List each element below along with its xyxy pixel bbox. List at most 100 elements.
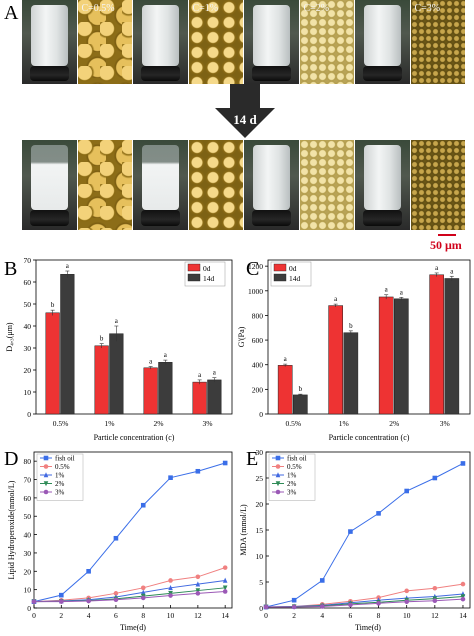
x-tick-label: 2 — [292, 611, 296, 620]
day0-micrograph-7: C=3% — [410, 0, 466, 84]
y-tick-label: 20 — [24, 366, 32, 375]
marker-square — [86, 568, 91, 574]
x-tick-label: 14 — [221, 611, 229, 620]
plot-frame — [267, 259, 471, 415]
marker-square — [319, 578, 325, 583]
x-tick-label: 3% — [203, 419, 213, 428]
series-line-3% — [266, 598, 463, 608]
vial-glass — [363, 145, 401, 211]
marker-circle — [376, 601, 381, 606]
arrow-shaft — [230, 84, 260, 110]
y-tick-label: 0 — [27, 604, 31, 613]
legend-label: 0d — [203, 264, 211, 273]
marker-square — [275, 455, 281, 461]
panel-label-b: B — [4, 258, 18, 280]
marker-circle — [432, 585, 438, 591]
marker-circle — [86, 598, 91, 604]
legend-label: 0d — [289, 264, 297, 273]
panel-label-e: E — [246, 448, 259, 470]
marker-circle — [43, 464, 49, 469]
concentration-label: C=2% — [303, 3, 330, 14]
marker-circle — [404, 599, 409, 605]
legend-label: 2% — [287, 480, 297, 488]
marker-circle — [222, 589, 228, 594]
x-tick-label: 2% — [389, 419, 399, 428]
y-tick-label: 800 — [252, 311, 264, 320]
y-tick-label: 80 — [24, 457, 32, 466]
bar-14d — [158, 362, 173, 415]
significance-letter: a — [400, 288, 404, 296]
x-tick-label: 0 — [32, 611, 36, 620]
legend-label: 3% — [287, 489, 297, 497]
significance-letter: a — [385, 286, 389, 294]
marker-square — [113, 535, 119, 541]
significance-letter: a — [435, 264, 439, 272]
y-tick-label: 30 — [256, 448, 264, 457]
legend-label: 1% — [287, 472, 297, 480]
bar-0d — [429, 274, 445, 415]
scale-bar — [438, 234, 456, 236]
y-tick-label: 30 — [24, 344, 32, 353]
day14-vial-photo-4 — [244, 140, 300, 230]
legend-swatch — [187, 263, 201, 272]
day14-vial-photo-2 — [133, 140, 189, 230]
vial-cap — [140, 210, 180, 227]
vial-cap — [140, 65, 180, 81]
legend-label: 0.5% — [55, 463, 70, 471]
vial-cap — [251, 210, 291, 227]
vial-cap — [29, 65, 69, 81]
vial-glass — [252, 145, 290, 211]
y-tick-label: 20 — [24, 567, 32, 576]
marker-triangle — [275, 472, 281, 478]
x-tick-label: 6 — [114, 611, 118, 620]
y-tick-label: 10 — [256, 552, 264, 561]
chart-d: 0 10 20 30 40 50 60 70 80 0 2 4 6 8 10 12 14 Time(d) Lipid… — [7, 451, 233, 632]
legend-swatch — [273, 263, 287, 272]
bar-0d — [45, 312, 60, 415]
x-tick-label: 0.5% — [285, 419, 301, 428]
marker-circle — [460, 581, 466, 587]
series-line-0.5% — [33, 567, 226, 603]
legend-label: 3% — [55, 489, 65, 497]
x-tick-label: 2 — [59, 611, 63, 620]
marker-circle — [275, 464, 281, 469]
marker-square — [348, 529, 353, 534]
concentration-label: C=3% — [414, 3, 441, 14]
marker-circle — [59, 599, 64, 604]
y-tick-label: 15 — [256, 526, 264, 535]
vial-cap — [362, 65, 402, 81]
marker-circle — [195, 591, 201, 596]
marker-triangle — [222, 577, 228, 583]
day0-vial-photo-2 — [133, 0, 189, 84]
legend-label: 1% — [55, 472, 65, 480]
panel-label-d: D — [4, 448, 19, 470]
arrow-head — [215, 108, 275, 138]
vial-glass — [30, 5, 68, 66]
marker-circle — [263, 604, 269, 610]
x-tick-label: 8 — [141, 611, 145, 620]
bar-0d — [192, 381, 207, 415]
vial-glass — [30, 145, 68, 211]
bar-14d — [60, 274, 75, 415]
significance-letter: b — [51, 301, 55, 309]
series-line-fish oil — [33, 462, 226, 603]
legend-label: 14d — [289, 274, 301, 283]
x-tick-label: 8 — [377, 611, 381, 620]
day14-micrograph-1 — [77, 140, 133, 230]
y-tick-label: 40 — [24, 531, 32, 540]
marker-circle — [113, 591, 119, 596]
y-tick-label: 60 — [24, 278, 32, 287]
y-tick-label: 70 — [24, 256, 32, 265]
vial-glass — [141, 145, 179, 211]
x-tick-label: 2% — [154, 419, 164, 428]
vial-glass — [141, 5, 179, 66]
bar-0d — [94, 345, 109, 415]
marker-circle — [319, 604, 325, 609]
plot-frame — [35, 259, 233, 415]
chart-c: 0 200 400 600 800 1000 1200 0.5% a b 1% a b 2% a a 3% a a P… — [238, 259, 471, 442]
vial-glass — [252, 5, 290, 66]
marker-circle — [168, 578, 173, 583]
marker-square — [460, 461, 466, 466]
marker-circle — [43, 489, 49, 495]
scale-bar-label: 50 μm — [430, 238, 462, 252]
